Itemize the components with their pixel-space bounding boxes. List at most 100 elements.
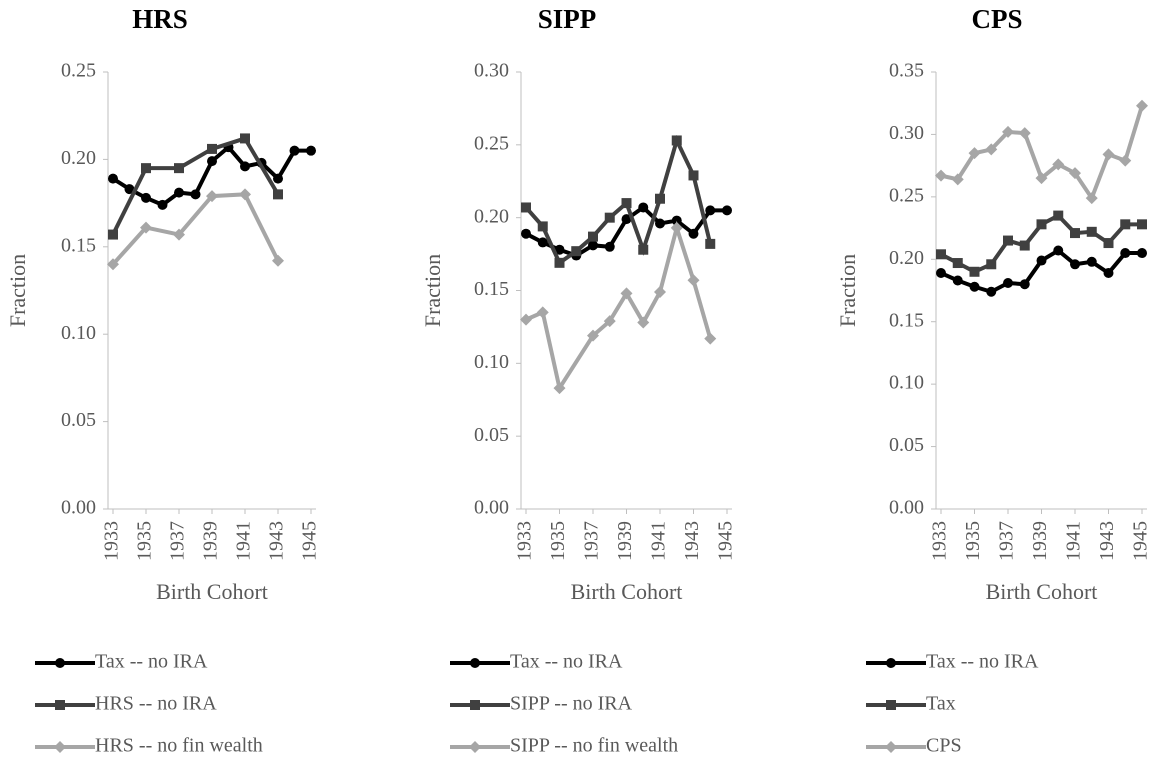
- legend-label: HRS -- no fin wealth: [95, 735, 263, 757]
- y-tick-label: 0.25: [889, 184, 924, 206]
- marker: [124, 184, 135, 195]
- y-tick-label: 0.05: [474, 424, 509, 446]
- marker: [1036, 255, 1047, 266]
- marker: [986, 259, 997, 270]
- chart-title: HRS: [132, 4, 188, 34]
- marker: [1053, 245, 1064, 256]
- y-tick-label: 0.00: [61, 497, 96, 519]
- x-tick-label: 1935: [962, 521, 984, 561]
- marker: [240, 161, 250, 172]
- y-tick-label: 0.15: [889, 309, 924, 331]
- marker: [1019, 279, 1030, 290]
- marker: [638, 202, 649, 213]
- y-tick-label: 0.30: [474, 60, 509, 82]
- marker: [704, 332, 717, 345]
- x-tick-label: 1941: [233, 521, 255, 561]
- legend-label: SIPP -- no IRA: [510, 693, 633, 715]
- marker: [206, 190, 218, 203]
- marker: [554, 257, 565, 268]
- marker: [520, 313, 532, 326]
- x-tick-label: 1945: [1130, 521, 1151, 561]
- x-tick-label: 1935: [547, 521, 569, 561]
- x-axis-label: Birth Cohort: [571, 579, 683, 604]
- marker: [571, 246, 582, 257]
- marker: [1119, 154, 1132, 167]
- x-tick-label: 1933: [514, 521, 536, 561]
- marker: [1003, 278, 1013, 289]
- x-tick-label: 1943: [1096, 521, 1118, 561]
- marker: [1035, 172, 1048, 185]
- marker: [620, 287, 633, 300]
- marker: [688, 228, 699, 239]
- marker: [655, 193, 665, 204]
- x-tick-label: 1937: [167, 521, 189, 561]
- marker: [1086, 256, 1097, 267]
- y-tick-label: 0.30: [889, 122, 924, 144]
- marker: [986, 286, 997, 297]
- marker: [688, 170, 699, 181]
- marker: [141, 192, 151, 203]
- marker: [604, 212, 615, 223]
- marker: [621, 198, 632, 209]
- marker: [885, 741, 897, 753]
- marker: [1137, 248, 1147, 259]
- y-tick-label: 0.25: [474, 132, 509, 154]
- marker: [470, 658, 480, 668]
- legend-label: Tax: [926, 693, 956, 715]
- marker: [670, 221, 683, 234]
- marker: [687, 274, 700, 287]
- y-tick-label: 0.00: [889, 497, 924, 519]
- series-line: [111, 136, 280, 236]
- x-tick-label: 1939: [200, 521, 222, 561]
- marker: [108, 229, 118, 240]
- y-tick-label: 0.00: [474, 497, 509, 519]
- marker: [55, 700, 65, 710]
- marker: [604, 241, 615, 252]
- legend-label: Tax -- no IRA: [510, 651, 623, 673]
- marker: [886, 700, 896, 710]
- marker: [174, 187, 184, 198]
- marker: [671, 135, 682, 146]
- marker: [306, 145, 316, 156]
- marker: [952, 258, 963, 269]
- series-line: [524, 134, 713, 266]
- marker: [272, 254, 284, 267]
- marker: [671, 215, 682, 226]
- marker: [273, 189, 283, 200]
- chart-title: CPS: [971, 4, 1022, 34]
- marker: [1120, 219, 1131, 230]
- marker: [1053, 210, 1064, 221]
- marker: [1003, 235, 1013, 246]
- y-tick-label: 0.35: [889, 60, 924, 82]
- marker: [54, 741, 66, 753]
- marker: [1086, 226, 1097, 237]
- legend-label: SIPP -- no fin wealth: [510, 735, 678, 757]
- x-tick-label: 1939: [1029, 521, 1051, 561]
- legend-label: CPS: [926, 735, 962, 757]
- marker: [588, 240, 598, 251]
- marker: [273, 173, 283, 184]
- marker: [553, 382, 566, 395]
- y-tick-label: 0.10: [474, 351, 509, 373]
- x-tick-label: 1945: [299, 521, 321, 561]
- marker: [587, 329, 599, 342]
- marker: [157, 199, 168, 210]
- y-tick-label: 0.20: [61, 147, 96, 169]
- marker: [174, 163, 184, 174]
- y-tick-label: 0.25: [61, 60, 96, 82]
- marker: [537, 237, 548, 248]
- marker: [173, 228, 185, 241]
- marker: [705, 238, 716, 249]
- marker: [1103, 238, 1114, 249]
- y-tick-label: 0.10: [61, 322, 96, 344]
- x-tick-label: 1943: [681, 521, 703, 561]
- y-tick-label: 0.05: [889, 434, 924, 456]
- marker: [936, 249, 946, 260]
- marker: [705, 205, 716, 216]
- x-tick-label: 1933: [929, 521, 951, 561]
- y-tick-label: 0.20: [474, 205, 509, 227]
- marker: [968, 147, 981, 160]
- marker: [952, 275, 963, 286]
- marker: [1102, 148, 1115, 161]
